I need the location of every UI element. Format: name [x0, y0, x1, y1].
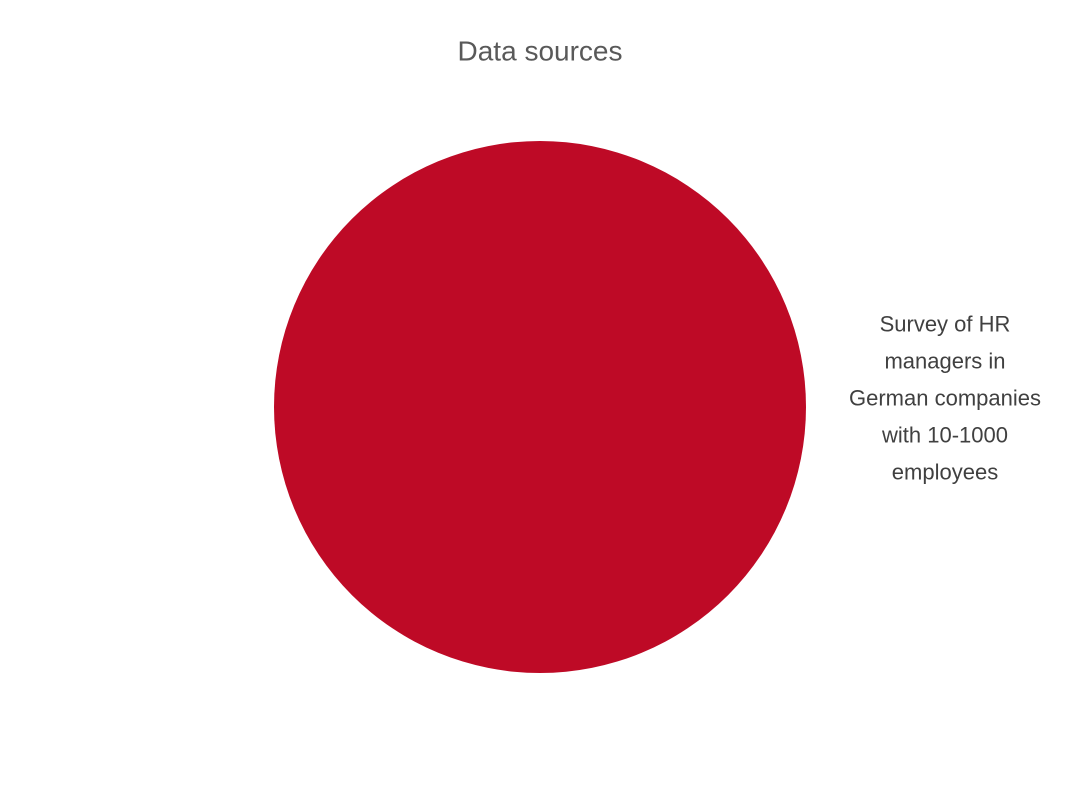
- chart-title: Data sources: [458, 35, 623, 66]
- slice-label: Survey of HR managers in German companie…: [849, 311, 1041, 485]
- pie-slice: [274, 141, 806, 673]
